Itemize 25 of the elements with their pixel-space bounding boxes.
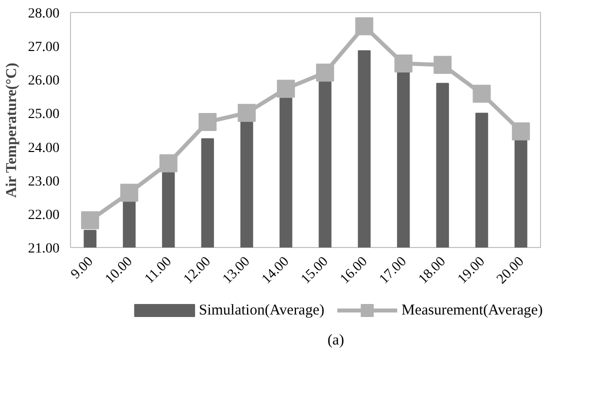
- y-tick-label: 28.00: [28, 6, 60, 22]
- point: [120, 184, 138, 202]
- point: [316, 64, 334, 82]
- y-tick-label: 21.00: [28, 242, 60, 256]
- x-tick-label: 9.00: [68, 254, 96, 282]
- y-tick-label: 25.00: [28, 107, 60, 122]
- point: [472, 84, 491, 103]
- y-tick-label: 26.00: [28, 74, 60, 89]
- point: [238, 104, 256, 122]
- point: [81, 211, 100, 230]
- point: [434, 56, 452, 74]
- point: [394, 54, 412, 73]
- legend-label: Measurement(Average): [401, 302, 543, 318]
- y-axis-title: Air Temperature(°C): [4, 62, 20, 198]
- point: [159, 154, 178, 172]
- point: [198, 112, 217, 131]
- y-tick-label: 23.00: [28, 174, 60, 190]
- y-tick-label: 27.00: [28, 40, 60, 56]
- y-tick-label: 22.00: [28, 208, 60, 223]
- y-tick-label: 24.00: [28, 140, 60, 156]
- point: [276, 80, 295, 98]
- point: [512, 122, 530, 140]
- point: [355, 17, 374, 36]
- text: (a): [327, 332, 344, 348]
- legend-label: Simulation(Average): [198, 302, 324, 318]
